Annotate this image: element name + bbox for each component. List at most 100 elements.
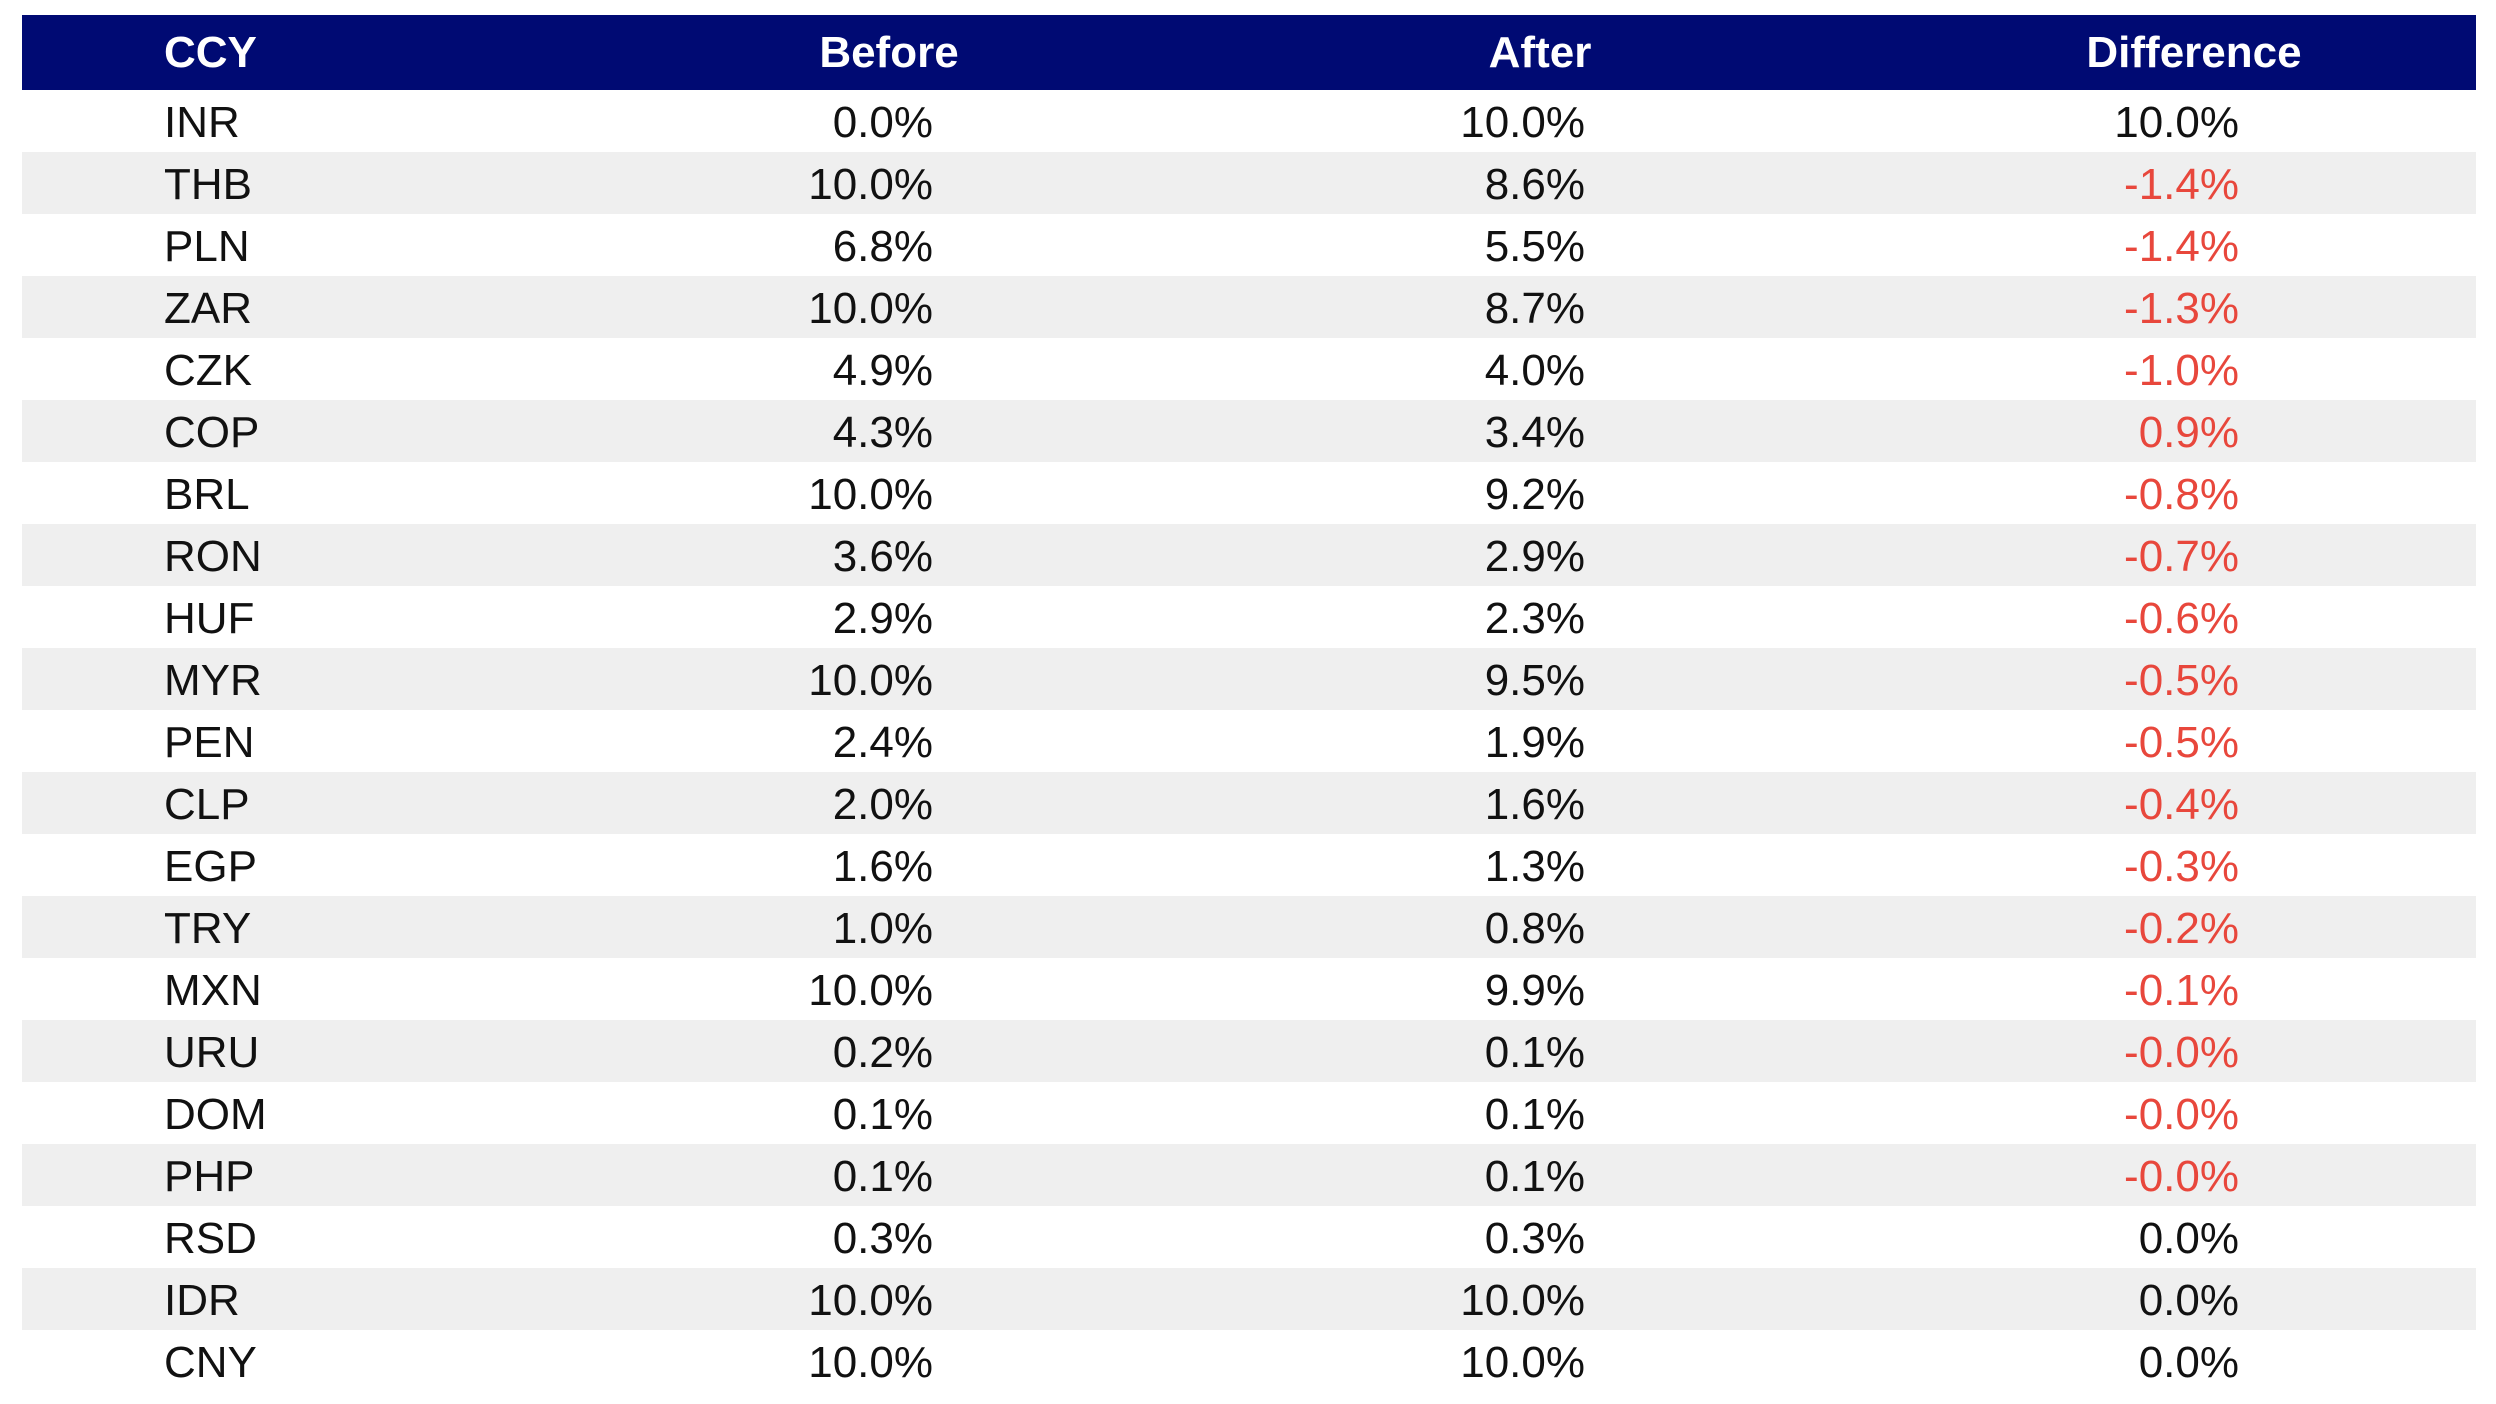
after-cell: 9.9% [1484, 966, 1585, 1015]
after-cell: 2.9% [1484, 532, 1585, 581]
difference-cell: -1.4% [2124, 160, 2239, 209]
before-cell: 0.1% [832, 1090, 933, 1139]
ccy-cell: DOM [164, 1090, 267, 1139]
ccy-cell: PHP [164, 1152, 255, 1201]
difference-cell: -0.8% [2124, 470, 2239, 519]
difference-cell: -0.2% [2124, 904, 2239, 953]
after-cell: 8.6% [1484, 160, 1585, 209]
ccy-cell: CZK [164, 346, 252, 395]
before-cell: 1.6% [832, 842, 933, 891]
after-cell: 9.5% [1484, 656, 1585, 705]
ccy-cell: ZAR [164, 284, 252, 333]
table-header: CCY Before After Difference [22, 15, 2476, 90]
before-cell: 10.0% [808, 1276, 933, 1325]
table-row: PHP 0.1% 0.1% -0.0% [22, 1144, 2476, 1206]
ccy-cell: CNY [164, 1338, 257, 1387]
ccy-cell: MXN [164, 966, 262, 1015]
after-cell: 8.7% [1484, 284, 1585, 333]
after-cell: 10.0% [1460, 1338, 1585, 1387]
after-cell: 5.5% [1484, 222, 1585, 271]
difference-cell: -0.0% [2124, 1090, 2239, 1139]
difference-cell: -0.3% [2124, 842, 2239, 891]
before-cell: 10.0% [808, 1338, 933, 1387]
before-cell: 0.2% [832, 1028, 933, 1077]
before-cell: 10.0% [808, 160, 933, 209]
ccy-cell: COP [164, 408, 260, 457]
ccy-cell: INR [164, 98, 240, 147]
ccy-cell: PEN [164, 718, 255, 767]
before-cell: 1.0% [832, 904, 933, 953]
difference-cell: 10.0% [2114, 98, 2239, 147]
after-cell: 9.2% [1484, 470, 1585, 519]
difference-cell: -0.0% [2124, 1152, 2239, 1201]
difference-cell: 0.0% [2138, 1338, 2239, 1387]
after-cell: 1.3% [1484, 842, 1585, 891]
header-before: Before [819, 28, 959, 77]
before-cell: 10.0% [808, 470, 933, 519]
before-cell: 2.9% [832, 594, 933, 643]
table-row: CZK 4.9% 4.0% -1.0% [22, 338, 2476, 400]
table-row: EGP 1.6% 1.3% -0.3% [22, 834, 2476, 896]
table-row: CNY 10.0% 10.0% 0.0% [22, 1330, 2476, 1392]
before-cell: 2.4% [832, 718, 933, 767]
ccy-cell: PLN [164, 222, 250, 271]
table-body: INR 0.0% 10.0% 10.0% THB 10.0% 8.6% -1.4% PLN 6.8… [22, 90, 2476, 1392]
ccy-cell: RSD [164, 1214, 257, 1263]
table-row: THB 10.0% 8.6% -1.4% [22, 152, 2476, 214]
difference-cell: -0.1% [2124, 966, 2239, 1015]
table-row: MYR 10.0% 9.5% -0.5% [22, 648, 2476, 710]
ccy-cell: CLP [164, 780, 250, 829]
after-cell: 0.1% [1484, 1090, 1585, 1139]
before-cell: 0.1% [832, 1152, 933, 1201]
before-cell: 2.0% [832, 780, 933, 829]
before-cell: 4.3% [832, 408, 933, 457]
difference-cell: 0.9% [2138, 408, 2239, 457]
before-cell: 10.0% [808, 656, 933, 705]
after-cell: 0.8% [1484, 904, 1585, 953]
difference-cell: -0.5% [2124, 718, 2239, 767]
difference-cell: -0.4% [2124, 780, 2239, 829]
ccy-cell: MYR [164, 656, 262, 705]
ccy-cell: RON [164, 532, 262, 581]
before-cell: 6.8% [832, 222, 933, 271]
after-cell: 1.6% [1484, 780, 1585, 829]
ccy-cell: EGP [164, 842, 257, 891]
header-after: After [1488, 28, 1592, 77]
ccy-cell: URU [164, 1028, 260, 1077]
difference-cell: -0.6% [2124, 594, 2239, 643]
before-cell: 10.0% [808, 284, 933, 333]
table-row: ZAR 10.0% 8.7% -1.3% [22, 276, 2476, 338]
difference-cell: -0.0% [2124, 1028, 2239, 1077]
table-row: RON 3.6% 2.9% -0.7% [22, 524, 2476, 586]
after-cell: 0.1% [1484, 1152, 1585, 1201]
table-row: DOM 0.1% 0.1% -0.0% [22, 1082, 2476, 1144]
ccy-cell: HUF [164, 594, 255, 643]
after-cell: 2.3% [1484, 594, 1585, 643]
difference-cell: -1.4% [2124, 222, 2239, 271]
before-cell: 3.6% [832, 532, 933, 581]
after-cell: 10.0% [1460, 98, 1585, 147]
table-row: CLP 2.0% 1.6% -0.4% [22, 772, 2476, 834]
difference-cell: 0.0% [2138, 1214, 2239, 1263]
difference-cell: 0.0% [2138, 1276, 2239, 1325]
after-cell: 1.9% [1484, 718, 1585, 767]
table-row: PEN 2.4% 1.9% -0.5% [22, 710, 2476, 772]
header-ccy: CCY [164, 28, 257, 77]
before-cell: 0.3% [832, 1214, 933, 1263]
ccy-cell: IDR [164, 1276, 240, 1325]
table-row: BRL 10.0% 9.2% -0.8% [22, 462, 2476, 524]
after-cell: 0.3% [1484, 1214, 1585, 1263]
after-cell: 10.0% [1460, 1276, 1585, 1325]
difference-cell: -1.0% [2124, 346, 2239, 395]
difference-cell: -1.3% [2124, 284, 2239, 333]
table-row: URU 0.2% 0.1% -0.0% [22, 1020, 2476, 1082]
table-row: COP 4.3% 3.4% 0.9% [22, 400, 2476, 462]
table-row: INR 0.0% 10.0% 10.0% [22, 90, 2476, 152]
table-row: IDR 10.0% 10.0% 0.0% [22, 1268, 2476, 1330]
before-cell: 0.0% [832, 98, 933, 147]
ccy-cell: BRL [164, 470, 250, 519]
ccy-cell: TRY [164, 904, 252, 953]
currency-table: CCY Before After Difference INR 0.0% 10.0%… [22, 15, 2476, 1392]
difference-cell: -0.5% [2124, 656, 2239, 705]
difference-cell: -0.7% [2124, 532, 2239, 581]
